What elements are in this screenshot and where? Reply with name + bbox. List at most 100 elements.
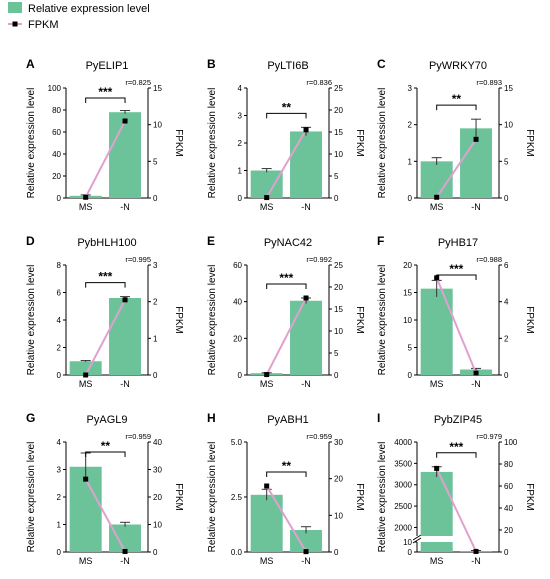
panel-title: PyNAC42 <box>264 237 312 249</box>
right-tick-label: 100 <box>504 438 518 447</box>
right-tick-label: 6 <box>504 261 509 270</box>
right-tick-label: 0 <box>153 194 158 203</box>
left-tick-label: 4 <box>238 84 243 93</box>
right-tick-label: 20 <box>334 106 343 115</box>
left-tick-label: 2 <box>57 344 62 353</box>
x-tick-label: -N <box>301 556 311 566</box>
left-tick-label: 20 <box>52 172 61 181</box>
panels: A PyELIP1r=0.825020406080100051015Relativ… <box>26 57 535 566</box>
panel-A: A PyELIP1 r=0.825 0 20 40 60 80 100 0 5 10 15 Relativ… <box>26 57 184 212</box>
fpkm-point <box>122 118 128 124</box>
x-tick-label: MS <box>79 202 93 212</box>
right-tick-label: 0 <box>334 548 339 557</box>
panel-letter: C <box>377 57 386 71</box>
bar <box>420 471 453 536</box>
left-tick-label: 3000 <box>394 481 412 490</box>
right-tick-label: 10 <box>334 150 343 159</box>
significance-label: ** <box>452 92 462 106</box>
correlation-label: r=0.825 <box>125 78 151 87</box>
panel-letter: I <box>377 411 380 425</box>
right-tick-label: 15 <box>504 84 513 93</box>
left-tick-label: 3 <box>57 466 62 475</box>
x-tick-label: MS <box>79 379 93 389</box>
significance-bracket <box>85 282 126 288</box>
fpkm-line <box>435 277 477 374</box>
right-tick-label: 0 <box>504 548 509 557</box>
significance-label: ** <box>282 459 292 473</box>
x-tick-label: -N <box>471 379 481 389</box>
fpkm-line <box>84 120 126 198</box>
fpkm-point <box>473 548 479 554</box>
y2-axis-title: FPKM <box>173 483 184 511</box>
right-tick-label: 15 <box>334 128 343 137</box>
significance-bracket <box>266 471 307 477</box>
panel-title: PyELIP1 <box>86 60 129 72</box>
right-tick-label: 20 <box>153 493 162 502</box>
fpkm-point <box>303 295 309 301</box>
fpkm-point <box>434 194 440 200</box>
right-tick-label: 40 <box>504 504 513 513</box>
left-tick-label: 0 <box>57 548 62 557</box>
left-tick-label: 5.0 <box>231 438 243 447</box>
left-tick-label: 0 <box>57 371 62 380</box>
left-tick-label: 60 <box>52 128 61 137</box>
x-tick-label: MS <box>79 556 93 566</box>
legend-bar-label: Relative expression level <box>28 3 150 15</box>
left-tick-label: 3 <box>238 112 243 121</box>
panel-B: B PyLTI6B r=0.836 0 1 2 3 4 0 5 10 15 20 25 Relative e… <box>207 57 365 212</box>
right-tick-label: 40 <box>153 438 162 447</box>
panel-C: C PyWRKY70 r=0.893 0 1 2 3 0 5 10 15 Relative expre… <box>377 57 535 212</box>
left-tick-label: 0 <box>238 194 243 203</box>
left-tick-label: 3500 <box>394 459 412 468</box>
left-tick-label: 2 <box>408 121 413 130</box>
left-tick-label: 0 <box>57 194 62 203</box>
bar <box>109 524 142 552</box>
significance-bracket <box>266 283 307 289</box>
significance-label: *** <box>98 85 112 99</box>
significance-bracket <box>436 104 477 111</box>
fpkm-line <box>435 138 477 198</box>
panel-letter: D <box>26 234 35 248</box>
significance-label: *** <box>279 271 293 285</box>
y-axis-title: Relative expression level <box>207 88 218 199</box>
significance-label: *** <box>449 440 463 454</box>
left-tick-label: 8 <box>57 261 62 270</box>
right-tick-label: 10 <box>153 521 162 530</box>
right-tick-label: 5 <box>334 349 339 358</box>
fpkm-point <box>122 297 128 303</box>
panel-letter: F <box>377 234 384 248</box>
right-tick-label: 80 <box>504 460 513 469</box>
x-tick-label: MS <box>260 202 274 212</box>
panel-D: D PybHLH100 r=0.995 0 2 4 6 8 0 1 2 3 Relative expre… <box>26 234 184 389</box>
x-tick-label: -N <box>120 556 130 566</box>
left-tick-label: 2 <box>57 493 62 502</box>
left-tick-label: 6 <box>57 289 62 298</box>
right-tick-label: 5 <box>504 157 509 166</box>
right-tick-label: 1 <box>153 334 158 343</box>
bar <box>420 288 453 375</box>
correlation-label: r=0.992 <box>306 255 332 264</box>
y-axis-title: Relative expression level <box>377 265 388 376</box>
left-tick-label: 10 <box>403 316 412 325</box>
correlation-label: r=0.979 <box>476 432 502 441</box>
left-tick-label: 2000 <box>394 523 412 532</box>
y-axis-title: Relative expression level <box>207 442 218 553</box>
significance-bracket <box>85 451 126 457</box>
right-tick-label: 5 <box>153 157 158 166</box>
left-tick-label: 2 <box>238 139 243 148</box>
right-tick-label: 30 <box>153 466 162 475</box>
bar <box>69 361 102 375</box>
significance-bracket <box>266 112 307 119</box>
y2-axis-title: FPKM <box>173 129 184 157</box>
fpkm-line <box>265 297 307 376</box>
panel-title: PybZIP45 <box>434 414 482 426</box>
x-tick-label: MS <box>430 202 444 212</box>
correlation-label: r=0.995 <box>125 255 151 264</box>
left-tick-label: 5 <box>408 344 413 353</box>
fpkm-point <box>264 372 270 378</box>
fpkm-point <box>303 127 309 133</box>
panel-letter: A <box>26 57 35 71</box>
right-tick-label: 0 <box>504 194 509 203</box>
